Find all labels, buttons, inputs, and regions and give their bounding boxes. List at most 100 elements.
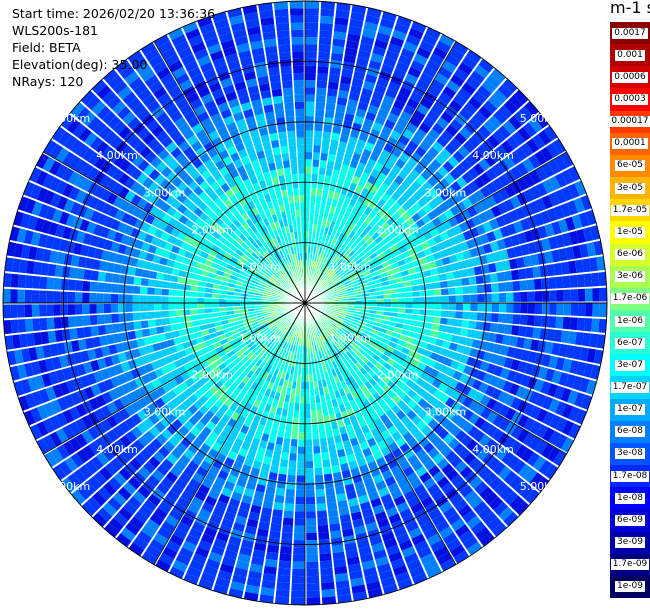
ppi-range-gate — [277, 429, 285, 438]
ppi-range-gate — [358, 94, 371, 105]
ppi-range-gate — [344, 377, 352, 387]
ppi-range-gate — [425, 59, 441, 72]
ppi-range-gate — [312, 330, 317, 338]
ppi-range-gate — [176, 521, 191, 534]
ppi-range-gate — [197, 303, 205, 309]
ppi-range-gate — [343, 280, 351, 286]
ppi-range-gate — [435, 440, 448, 452]
ppi-range-gate — [510, 396, 522, 410]
ppi-range-gate — [350, 467, 361, 477]
ppi-range-gate — [420, 552, 436, 566]
ppi-range-gate — [265, 486, 276, 495]
ppi-range-gate — [392, 99, 406, 111]
ppi-range-gate — [423, 441, 435, 454]
ppi-range-gate — [355, 532, 369, 542]
ppi-range-gate — [478, 158, 491, 172]
ppi-range-gate — [373, 383, 382, 393]
ppi-range-gate — [232, 574, 247, 585]
ppi-range-gate — [255, 384, 263, 393]
ppi-range-gate — [287, 409, 294, 418]
ppi-range-gate — [362, 270, 371, 277]
ppi-range-gate — [349, 11, 365, 22]
ppi-range-gate — [523, 417, 536, 432]
ppi-range-gate — [551, 342, 561, 356]
ppi-range-gate — [498, 187, 510, 201]
ppi-range-gate — [266, 442, 276, 451]
ppi-range-gate — [348, 325, 357, 332]
ppi-range-gate — [492, 250, 502, 262]
ppi-range-gate — [501, 259, 511, 271]
ppi-range-gate — [354, 396, 363, 406]
ppi-range-gate — [391, 384, 402, 395]
ppi-range-gate — [404, 73, 419, 85]
ppi-range-gate — [297, 367, 302, 375]
ppi-range-gate — [213, 389, 224, 400]
ppi-range-gate — [310, 267, 315, 276]
ppi-range-gate — [369, 267, 378, 274]
ppi-range-gate — [338, 455, 348, 465]
ppi-range-gate — [498, 313, 507, 323]
ppi-range-gate — [376, 306, 384, 311]
ppi-range-gate — [395, 356, 405, 366]
ppi-range-gate — [340, 164, 349, 173]
ppi-range-gate — [526, 215, 538, 229]
ppi-range-gate — [485, 195, 497, 208]
ppi-range-gate — [214, 399, 224, 410]
ppi-range-gate — [352, 518, 365, 528]
ppi-range-gate — [355, 218, 364, 228]
ppi-range-gate — [275, 354, 282, 363]
ppi-range-gate — [356, 138, 366, 149]
ppi-range-gate — [226, 542, 240, 554]
ppi-range-gate — [189, 303, 198, 310]
ppi-range-gate — [219, 446, 230, 457]
ppi-range-gate — [336, 492, 347, 502]
ppi-range-gate — [335, 485, 346, 495]
ppi-range-gate — [411, 212, 421, 223]
ppi-range-gate — [293, 374, 298, 382]
ppi-range-gate — [476, 369, 487, 382]
ppi-range-gate — [396, 15, 412, 28]
ppi-range-gate — [444, 332, 453, 342]
ppi-range-gate — [262, 573, 277, 582]
ppi-range-gate — [439, 416, 451, 428]
ppi-range-gate — [269, 342, 276, 350]
ppi-range-gate — [317, 262, 323, 271]
ppi-range-gate — [322, 364, 328, 373]
ppi-range-gate — [287, 327, 292, 336]
ppi-range-gate — [459, 158, 472, 171]
ppi-range-gate — [375, 349, 384, 358]
ppi-range-gate — [363, 245, 372, 253]
ppi-range-gate — [368, 377, 378, 387]
ppi-range-gate — [352, 591, 368, 602]
ppi-range-gate — [473, 329, 483, 340]
ppi-range-gate — [546, 328, 556, 342]
ppi-range-gate — [413, 228, 423, 238]
ppi-range-gate — [335, 320, 343, 327]
ppi-range-gate — [379, 256, 389, 264]
ppi-range-gate — [463, 303, 471, 311]
ppi-range-gate — [306, 597, 321, 605]
ppi-range-gate — [353, 115, 365, 125]
ppi-range-gate — [489, 353, 500, 365]
ppi-range-gate — [281, 452, 290, 461]
ppi-range-gate — [418, 122, 431, 134]
ppi-range-gate — [342, 528, 355, 538]
ppi-range-gate — [505, 281, 514, 292]
ppi-range-gate — [519, 279, 528, 291]
ppi-range-gate — [360, 241, 369, 250]
ppi-range-gate — [96, 282, 105, 293]
ppi-range-gate — [330, 253, 337, 261]
ppi-range-gate — [281, 324, 287, 331]
ppi-range-gate — [431, 140, 444, 153]
ppi-range-gate — [384, 333, 393, 341]
ppi-range-gate — [392, 361, 402, 371]
ppi-range-gate — [312, 152, 320, 160]
ppi-range-gate — [249, 343, 257, 352]
ppi-range-gate — [512, 313, 521, 325]
ppi-range-gate — [498, 281, 506, 292]
ppi-range-gate — [523, 402, 535, 417]
ppi-range-gate — [347, 166, 356, 176]
ppi-range-gate — [295, 388, 301, 397]
ppi-range-gate — [532, 327, 541, 339]
ppi-range-gate — [370, 497, 383, 508]
